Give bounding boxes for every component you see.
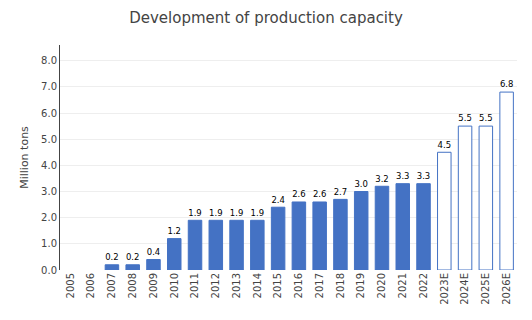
svg-text:2022: 2022	[418, 273, 429, 298]
svg-text:3.0: 3.0	[41, 186, 57, 197]
svg-text:1.9: 1.9	[251, 208, 264, 218]
svg-text:2023E: 2023E	[439, 273, 450, 305]
svg-text:0.2: 0.2	[126, 252, 140, 262]
svg-text:5.0: 5.0	[41, 134, 57, 145]
svg-text:2024E: 2024E	[459, 273, 470, 305]
svg-text:2005: 2005	[65, 273, 76, 298]
svg-text:7.0: 7.0	[41, 81, 57, 92]
svg-text:1.9: 1.9	[209, 208, 223, 218]
svg-text:3.2: 3.2	[375, 174, 388, 184]
svg-text:1.9: 1.9	[230, 208, 243, 218]
svg-text:2.6: 2.6	[292, 189, 305, 199]
svg-text:1.0: 1.0	[41, 238, 57, 249]
svg-text:2006: 2006	[85, 273, 96, 298]
svg-text:0.2: 0.2	[105, 252, 118, 262]
svg-text:2018: 2018	[335, 273, 346, 298]
svg-text:3.3: 3.3	[417, 171, 430, 181]
svg-text:2.0: 2.0	[41, 212, 57, 223]
svg-text:5.5: 5.5	[479, 113, 492, 123]
svg-text:2016: 2016	[293, 273, 304, 298]
svg-text:0.4: 0.4	[147, 247, 160, 257]
svg-text:2.6: 2.6	[313, 189, 326, 199]
svg-text:1.9: 1.9	[188, 208, 201, 218]
svg-text:2017: 2017	[314, 273, 325, 298]
svg-text:3.3: 3.3	[396, 171, 409, 181]
svg-text:2.7: 2.7	[334, 187, 347, 197]
svg-text:2007: 2007	[106, 273, 117, 298]
svg-text:4.5: 4.5	[438, 140, 452, 150]
svg-text:2011: 2011	[189, 273, 200, 298]
svg-text:2010: 2010	[169, 273, 180, 298]
svg-text:3.0: 3.0	[354, 179, 368, 189]
svg-text:1.2: 1.2	[168, 226, 181, 236]
svg-text:Development of production capa: Development of production capacity	[129, 9, 403, 27]
svg-text:2.4: 2.4	[271, 195, 284, 205]
svg-text:2013: 2013	[231, 273, 242, 298]
svg-text:Million tons: Million tons	[18, 126, 31, 189]
svg-text:2015: 2015	[272, 273, 283, 298]
svg-text:2012: 2012	[210, 273, 221, 298]
svg-text:2021: 2021	[397, 273, 408, 298]
svg-text:6.0: 6.0	[41, 108, 57, 119]
svg-text:2026E: 2026E	[501, 273, 512, 305]
svg-text:2025E: 2025E	[480, 273, 491, 305]
svg-text:8.0: 8.0	[41, 55, 57, 66]
svg-text:4.0: 4.0	[41, 160, 57, 171]
svg-text:6.8: 6.8	[500, 79, 513, 89]
svg-text:0.0: 0.0	[41, 265, 57, 276]
svg-text:2020: 2020	[376, 273, 387, 298]
svg-text:2008: 2008	[127, 273, 138, 298]
svg-text:2014: 2014	[252, 273, 263, 298]
svg-text:2019: 2019	[355, 273, 366, 298]
svg-text:2009: 2009	[148, 273, 159, 298]
svg-text:5.5: 5.5	[458, 113, 471, 123]
